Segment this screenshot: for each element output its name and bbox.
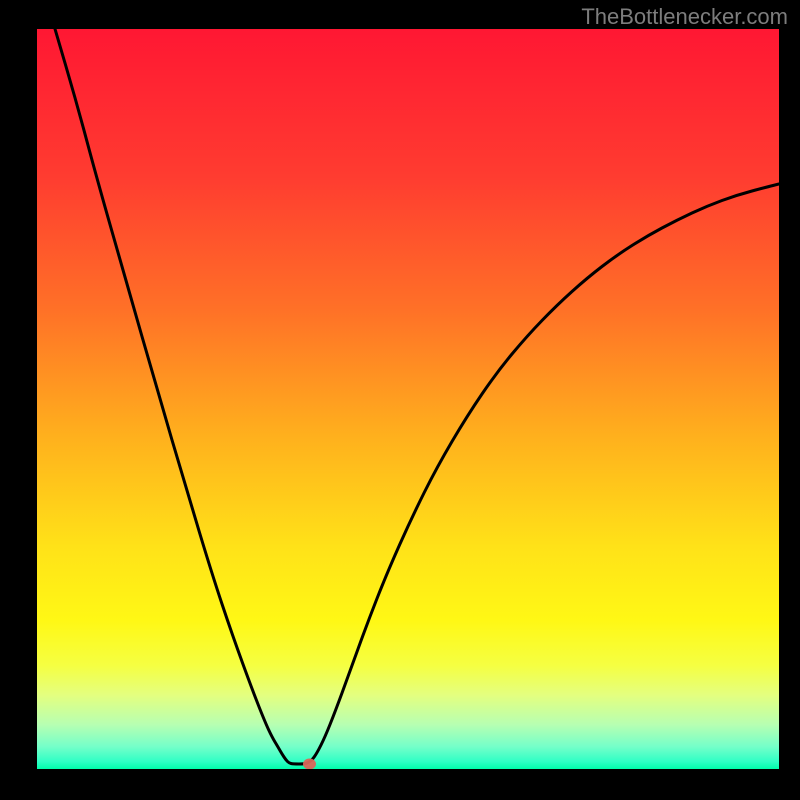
bottleneck-marker bbox=[303, 759, 316, 770]
plot-area bbox=[37, 29, 779, 769]
chart-frame: TheBottlenecker.com bbox=[0, 0, 800, 800]
bottleneck-curve bbox=[55, 29, 779, 764]
attribution-text: TheBottlenecker.com bbox=[581, 4, 788, 30]
bottleneck-curve-svg bbox=[37, 29, 779, 769]
